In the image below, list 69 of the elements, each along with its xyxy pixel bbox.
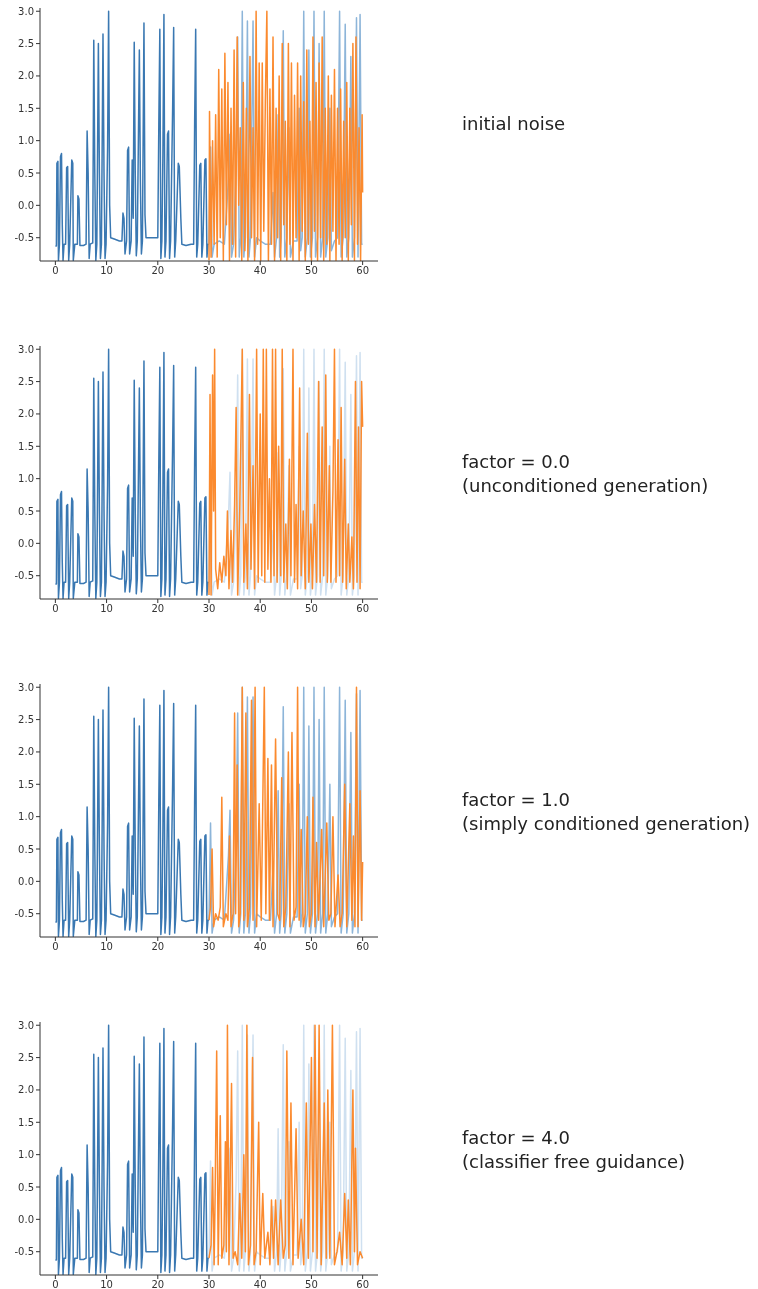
y-tick-label: 1.0 — [18, 135, 34, 147]
y-tick-label: 2.5 — [18, 1052, 34, 1064]
y-tick-label: -0.5 — [14, 908, 34, 920]
x-tick-label: 60 — [356, 603, 369, 615]
line-series — [54, 1024, 210, 1275]
x-tick-label: 0 — [52, 603, 59, 615]
x-tick-label: 50 — [305, 941, 318, 953]
x-tick-label: 0 — [52, 1279, 59, 1289]
x-tick-label: 40 — [253, 1279, 267, 1289]
x-tick-label: 10 — [100, 1279, 113, 1289]
text: factor = 4.0 (classifier free guidance) — [461, 1126, 687, 1174]
x-tick-label: 40 — [253, 603, 267, 615]
y-tick-label: 2.0 — [18, 408, 34, 420]
y-tick-label: 2.5 — [18, 38, 34, 50]
y-tick-label: 1.0 — [18, 1149, 34, 1161]
line-series — [54, 10, 210, 261]
y-tick-label: 0.0 — [18, 875, 34, 887]
y-tick-label: 2.5 — [18, 714, 34, 726]
y-tick-label: 0.0 — [18, 199, 34, 211]
x-tick-label: 30 — [202, 265, 216, 277]
x-tick-label: 30 — [202, 1279, 216, 1289]
y-tick-label: 1.0 — [18, 473, 34, 485]
x-tick-label: 20 — [151, 1279, 165, 1289]
y-tick-label: 0.0 — [18, 1213, 34, 1225]
y-tick-label: -0.5 — [14, 1246, 34, 1258]
text: initial noise — [461, 112, 567, 136]
y-tick-label: 3.0 — [18, 343, 34, 355]
y-tick-label: 1.5 — [18, 1116, 34, 1128]
x-tick-label: 30 — [202, 603, 216, 615]
text: factor = 1.0 (simply conditioned generation) — [461, 788, 752, 836]
y-tick-label: -0.5 — [14, 232, 34, 244]
y-tick-label: 1.5 — [18, 778, 34, 790]
y-tick-label: 0.0 — [18, 537, 34, 549]
y-tick-label: 2.0 — [18, 1084, 34, 1096]
text: factor = 0.0 (unconditioned generation) — [461, 450, 710, 498]
line-series — [54, 686, 210, 937]
x-tick-label: 50 — [305, 603, 318, 615]
line-series — [54, 348, 210, 599]
y-tick-label: 3.0 — [18, 1019, 34, 1031]
x-tick-label: 60 — [356, 941, 369, 953]
y-tick-label: 2.5 — [18, 376, 34, 388]
x-tick-label: 10 — [100, 603, 113, 615]
x-tick-label: 60 — [356, 265, 369, 277]
x-tick-label: 0 — [52, 941, 59, 953]
x-tick-label: 30 — [202, 941, 216, 953]
x-tick-label: 20 — [151, 603, 165, 615]
y-tick-label: 2.0 — [18, 70, 34, 82]
y-tick-label: 0.5 — [18, 505, 34, 517]
x-tick-label: 50 — [305, 1279, 318, 1289]
x-tick-label: 10 — [100, 265, 113, 277]
x-tick-label: 10 — [100, 941, 113, 953]
x-tick-label: 50 — [305, 265, 318, 277]
x-tick-label: 0 — [52, 265, 59, 277]
y-tick-label: 2.0 — [18, 746, 34, 758]
x-tick-label: 20 — [151, 265, 165, 277]
y-tick-label: 3.0 — [18, 5, 34, 17]
x-tick-label: 40 — [253, 265, 267, 277]
y-tick-label: 1.5 — [18, 440, 34, 452]
y-tick-label: 0.5 — [18, 1181, 34, 1193]
y-tick-label: 3.0 — [18, 681, 34, 693]
y-tick-label: 1.0 — [18, 811, 34, 823]
y-tick-label: 0.5 — [18, 167, 34, 179]
x-tick-label: 40 — [253, 941, 267, 953]
line-series — [208, 348, 364, 596]
y-tick-label: 1.5 — [18, 102, 34, 114]
x-tick-label: 20 — [151, 941, 165, 953]
y-tick-label: -0.5 — [14, 570, 34, 582]
x-tick-label: 60 — [356, 1279, 369, 1289]
y-tick-label: 0.5 — [18, 843, 34, 855]
